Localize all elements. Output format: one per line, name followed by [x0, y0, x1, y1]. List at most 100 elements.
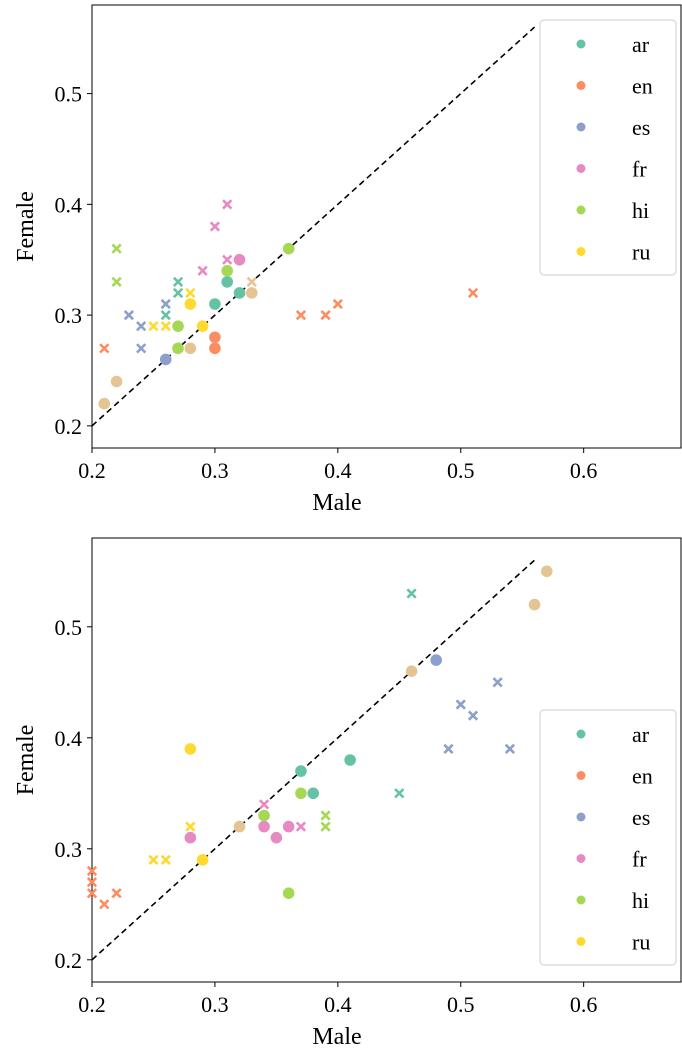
y-tick-label: 0.2	[55, 414, 83, 439]
legend-label-en: en	[632, 74, 653, 99]
circle-point-ru	[196, 854, 209, 866]
x-tick-label: 0.6	[570, 458, 598, 483]
cross-point-ru	[148, 321, 159, 332]
y-tick-label: 0.3	[55, 837, 83, 862]
legend-label-hi: hi	[632, 888, 649, 913]
cross-point-unlabeled	[246, 276, 257, 287]
x-tick-label: 0.2	[78, 992, 106, 1017]
circle-point-unlabeled	[184, 342, 197, 355]
cross-point-ru	[160, 854, 171, 866]
cross-point-fr	[222, 254, 233, 265]
circle-point-hi	[172, 320, 184, 332]
x-axis-label: Male	[312, 490, 361, 516]
cross-point-en	[99, 899, 110, 910]
cross-point-ar	[172, 287, 184, 299]
legend-marker-en	[576, 81, 586, 90]
plot-frame	[91, 4, 682, 449]
cross-point-en	[295, 309, 307, 321]
legend: ar en es fr hi ru	[539, 709, 677, 966]
cross-point-es	[160, 298, 171, 310]
cross-point-hi	[111, 243, 122, 254]
circle-point-ar	[344, 754, 356, 766]
legend-box	[539, 19, 677, 276]
legend-label-ru: ru	[632, 930, 650, 955]
cross-point-ru	[148, 854, 159, 866]
y-axis-label: Female	[13, 191, 39, 262]
cross-point-ar	[406, 588, 417, 599]
legend-box	[539, 709, 677, 966]
scatter-panel-1: 0.2 0.3 0.4 0.5 0.6 0.2 0.3 0.4 0.5 Male Female ar e…	[13, 4, 682, 516]
legend-label-es: es	[632, 115, 650, 140]
cross-point-es	[443, 743, 454, 755]
circle-point-unlabeled	[110, 375, 123, 388]
circle-point-fr	[270, 831, 283, 844]
cross-point-fr	[295, 821, 307, 832]
legend-marker-fr	[576, 854, 586, 863]
cross-point-es	[455, 699, 466, 710]
cross-point-en	[86, 865, 98, 877]
cross-point-es	[123, 309, 134, 321]
legend-label-hi: hi	[632, 198, 649, 223]
y-tick-label: 0.3	[55, 303, 83, 328]
circle-point-hi	[295, 787, 307, 800]
y-axis-label: Female	[13, 725, 39, 796]
x-axis-label: Male	[312, 1024, 361, 1048]
legend-label-fr: fr	[632, 847, 647, 872]
cross-point-en	[320, 309, 331, 321]
cross-point-ar	[172, 276, 184, 287]
legend-marker-ar	[576, 39, 586, 49]
circle-point-ar	[233, 287, 246, 299]
y-tick-label: 0.5	[55, 82, 83, 107]
cross-point-fr	[197, 265, 208, 276]
legend-marker-fr	[576, 164, 586, 173]
cross-point-en	[99, 343, 110, 354]
cross-point-es	[136, 343, 147, 354]
cross-point-en	[332, 298, 343, 310]
circle-point-ru	[184, 298, 197, 310]
circle-point-ru	[184, 743, 197, 755]
legend-marker-es	[576, 812, 586, 822]
y-tick-label: 0.2	[55, 948, 83, 973]
circle-point-ru	[196, 320, 209, 332]
cross-point-es	[504, 743, 516, 755]
cross-point-en	[467, 287, 479, 299]
legend-label-ar: ar	[632, 722, 650, 747]
legend-marker-ru	[576, 937, 586, 946]
legend-marker-ar	[576, 729, 586, 739]
y-tick-label: 0.4	[55, 726, 83, 751]
x-tick-label: 0.4	[324, 458, 352, 483]
cross-point-es	[492, 677, 503, 688]
legend-label-ar: ar	[632, 32, 650, 57]
cross-point-hi	[111, 276, 122, 287]
x-tick-label: 0.6	[570, 992, 598, 1017]
circle-point-unlabeled	[245, 287, 258, 299]
circle-point-ar	[307, 787, 320, 800]
circle-point-fr	[233, 253, 246, 266]
plot-frame	[91, 537, 682, 983]
circle-point-unlabeled	[233, 820, 246, 833]
circle-point-es	[159, 353, 172, 366]
circle-point-hi	[172, 342, 184, 355]
legend-label-fr: fr	[632, 157, 647, 182]
circle-point-unlabeled	[405, 665, 418, 677]
circle-point-unlabeled	[540, 565, 553, 578]
circle-point-fr	[184, 831, 197, 844]
x-tick-label: 0.4	[324, 992, 352, 1017]
y-tick-label: 0.4	[55, 192, 83, 217]
circle-point-fr	[282, 820, 295, 833]
circle-point-hi	[282, 242, 295, 255]
x-tick-label: 0.3	[201, 458, 229, 483]
x-tick-label: 0.5	[447, 458, 475, 483]
cross-point-ru	[185, 821, 196, 832]
circle-point-ar	[295, 765, 307, 777]
circle-point-ar	[221, 276, 234, 288]
x-tick-label: 0.5	[447, 992, 475, 1017]
circle-point-es	[430, 654, 442, 666]
circle-point-en	[209, 331, 221, 344]
cross-point-fr	[209, 221, 221, 232]
cross-point-es	[467, 710, 479, 721]
x-tick-label: 0.2	[78, 458, 106, 483]
legend-marker-en	[576, 771, 586, 780]
cross-point-fr	[222, 199, 233, 210]
